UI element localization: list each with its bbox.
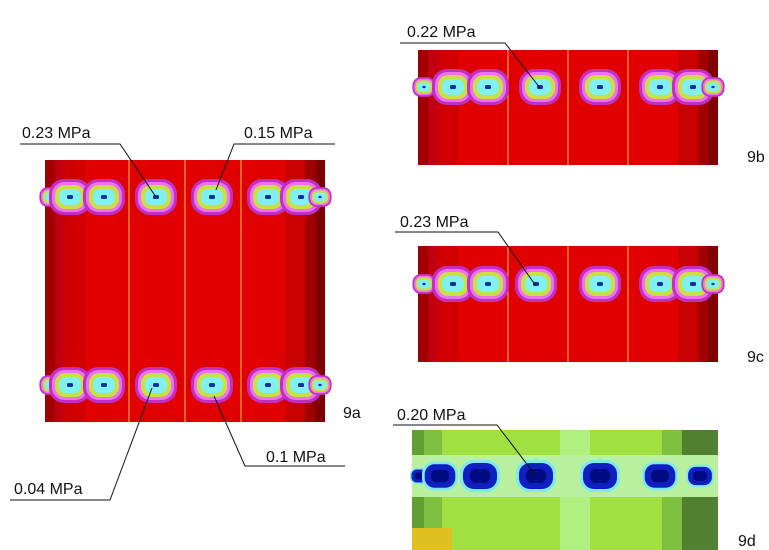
contour-band (597, 85, 603, 89)
contour-band (708, 50, 718, 165)
contour-band (438, 246, 458, 362)
contour-band (678, 246, 698, 362)
annotation: 0.23 MPa (400, 214, 469, 231)
contour-band (711, 283, 714, 285)
annotation: 0.15 MPa (244, 125, 313, 142)
contour-band (711, 86, 714, 88)
contour-band (101, 195, 107, 199)
contour-band (678, 50, 698, 165)
contour-band (431, 470, 449, 483)
contour-band (690, 282, 696, 286)
panel-label: 9d (738, 533, 756, 550)
annotation: 0.23 MPa (22, 125, 91, 142)
contour-band (470, 469, 490, 483)
contour-plots (39, 50, 724, 550)
contour-band (265, 383, 271, 387)
contour-band (485, 282, 491, 286)
contour-band (67, 195, 73, 199)
contour-band (153, 383, 159, 387)
contour-band (318, 196, 321, 198)
contour-band (428, 246, 438, 362)
contour-band (590, 469, 610, 483)
contour-band (657, 282, 663, 286)
contour-band (485, 85, 491, 89)
figure: 0.23 MPa 0.15 MPa 0.04 MPa 0.1 MPa 9a 0.… (0, 0, 769, 550)
contour-band (708, 246, 718, 362)
contour-band (698, 50, 708, 165)
annotation: 0.22 MPa (407, 24, 476, 41)
contour-band (698, 246, 708, 362)
panel-label: 9a (343, 405, 361, 422)
contour-band (67, 383, 73, 387)
contour-band (438, 50, 458, 165)
contour-band (418, 246, 428, 362)
panel-label: 9b (747, 149, 765, 166)
contour-band (422, 283, 425, 285)
contour-band (693, 471, 707, 481)
contour-band (298, 383, 304, 387)
annotation: 0.1 MPa (266, 449, 326, 466)
contour-band (450, 85, 456, 89)
annotation: 0.20 MPa (397, 407, 466, 424)
contour-band (657, 85, 663, 89)
contour-band (690, 85, 696, 89)
contour-band (209, 195, 215, 199)
panel-label: 9c (747, 349, 764, 366)
contour-band (450, 282, 456, 286)
contour-band (101, 383, 107, 387)
contour-band (265, 195, 271, 199)
contour-band (209, 383, 215, 387)
contour-band (318, 384, 321, 386)
contour-band (597, 282, 603, 286)
contour-band (428, 50, 438, 165)
contour-band (418, 50, 428, 165)
contour-band (651, 470, 669, 483)
annotation: 0.04 MPa (14, 481, 83, 498)
contour-band (298, 195, 304, 199)
contour-band (412, 528, 452, 550)
contour-band (422, 86, 425, 88)
